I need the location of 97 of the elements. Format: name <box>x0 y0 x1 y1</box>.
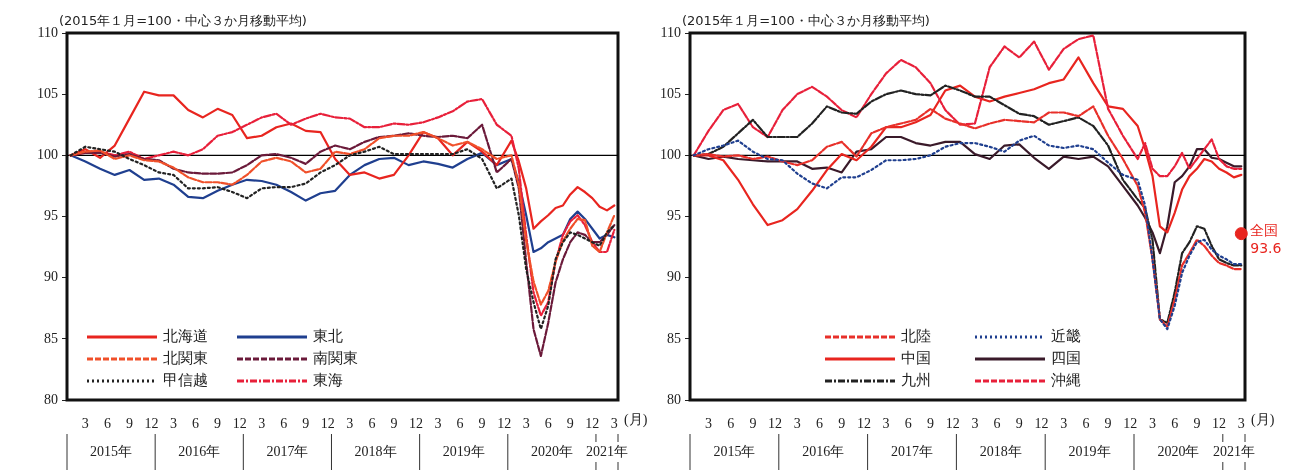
x-tick-label: 3 <box>1237 416 1245 432</box>
y-tick-label: 100 <box>660 147 681 163</box>
legend-label: 四国 <box>1051 349 1081 366</box>
x-tick-label: 3 <box>971 416 979 432</box>
x-tick-label: 3 <box>170 416 178 432</box>
text: 2021年 <box>1212 443 1255 459</box>
x-tick-label: 3 <box>522 416 530 432</box>
y-tick-label: 90 <box>667 269 681 285</box>
text: 2018年 <box>979 443 1022 459</box>
legend-label: 東海 <box>313 371 343 388</box>
y-tick-label: 100 <box>37 147 58 163</box>
x-tick-label: 12 <box>945 416 960 432</box>
text: 2019年 <box>442 443 485 459</box>
text: 2016年 <box>178 443 221 459</box>
x-tick-label: 9 <box>566 416 574 432</box>
x-tick-label: 3 <box>610 416 618 432</box>
x-tick-label: 6 <box>280 416 288 432</box>
x-tick-label: 9 <box>838 416 846 432</box>
text: 2017年 <box>891 443 933 459</box>
x-tick-label: 9 <box>302 416 310 432</box>
x-tick-label: 12 <box>144 416 159 432</box>
x-tick-label: 12 <box>856 416 871 432</box>
x-tick-label: 6 <box>1171 416 1179 432</box>
text: 2021年 <box>585 443 628 459</box>
text: 2016年 <box>802 443 845 459</box>
x-tick-label: 6 <box>904 416 912 432</box>
x-tick-label: 6 <box>456 416 464 432</box>
text: 2020年 <box>530 443 573 459</box>
y-tick-label: 85 <box>44 330 58 346</box>
text: 2019年 <box>1068 443 1111 459</box>
y-tick-label: 85 <box>667 330 681 346</box>
x-tick-label: 12 <box>1212 416 1227 432</box>
x-tick-label: 3 <box>705 416 712 432</box>
x-tick-label: 9 <box>125 416 133 432</box>
x-tick-label: 3 <box>258 416 266 432</box>
legend-label: 北陸 <box>901 327 931 344</box>
text: 2018年 <box>354 443 397 459</box>
x-tick-label: 12 <box>1123 416 1138 432</box>
x-tick-label: 12 <box>1034 416 1049 432</box>
x-tick-label: 3 <box>793 416 801 432</box>
x-tick-label: 12 <box>408 416 423 432</box>
text: (月) <box>1251 411 1275 428</box>
legend-label: 南関東 <box>313 349 358 366</box>
x-tick-label: 3 <box>434 416 442 432</box>
data-label: 93.6 <box>1250 240 1282 257</box>
x-tick-label: 3 <box>1149 416 1156 432</box>
x-tick-label: 9 <box>927 416 934 432</box>
y-tick-label: 95 <box>44 208 58 224</box>
y-tick-label: 105 <box>37 85 58 101</box>
line-series <box>692 34 1243 178</box>
x-tick-label: 12 <box>232 416 247 432</box>
y-tick-label: 95 <box>667 208 681 224</box>
y-tick-label: 110 <box>660 24 681 40</box>
x-tick-label: 12 <box>320 416 335 432</box>
legend-label: 九州 <box>901 371 931 388</box>
x-tick-label: 6 <box>192 416 200 432</box>
x-tick-label: 3 <box>346 416 354 432</box>
x-tick-label: 9 <box>1104 416 1112 432</box>
chart-subtitle: (2015年１月=100・中心３か月移動平均) <box>682 13 930 28</box>
x-tick-label: 6 <box>727 416 735 432</box>
x-tick-label: 9 <box>1193 416 1201 432</box>
x-tick-label: 9 <box>214 416 222 432</box>
x-tick-label: 6 <box>368 416 376 432</box>
x-tick-label: 12 <box>768 416 783 432</box>
legend-label: 甲信越 <box>163 371 208 388</box>
legend-label: 東北 <box>313 327 343 344</box>
y-tick-label: 90 <box>44 269 58 285</box>
x-tick-label: 9 <box>749 416 757 432</box>
x-tick-label: 6 <box>1082 416 1090 432</box>
x-tick-label: 3 <box>81 416 89 432</box>
series-label: 全国 <box>1250 222 1279 239</box>
legend-label: 北海道 <box>163 327 208 344</box>
x-tick-label: 6 <box>993 416 1001 432</box>
text: (月) <box>624 411 648 428</box>
y-tick-label: 80 <box>667 391 681 407</box>
y-tick-label: 80 <box>44 391 58 407</box>
x-tick-label: 3 <box>882 416 890 432</box>
x-tick-label: 6 <box>816 416 823 432</box>
chart-subtitle: (2015年１月=100・中心３か月移動平均) <box>59 13 307 28</box>
legend-label: 中国 <box>901 349 931 366</box>
y-tick-label: 110 <box>37 24 58 40</box>
x-tick-label: 9 <box>390 416 398 432</box>
text: 2017年 <box>266 443 309 459</box>
y-tick-label: 105 <box>660 85 681 101</box>
text: 2020年 <box>1157 443 1200 459</box>
x-tick-label: 6 <box>103 416 111 432</box>
x-tick-label: 12 <box>497 416 512 432</box>
legend-label: 近畿 <box>1051 327 1081 344</box>
x-tick-label: 9 <box>1015 416 1023 432</box>
x-tick-label: 3 <box>1060 416 1068 432</box>
text: 2015年 <box>90 443 133 459</box>
legend-label: 北関東 <box>163 349 208 366</box>
x-tick-label: 9 <box>478 416 486 432</box>
text: 2015年 <box>713 443 756 459</box>
x-tick-label: 6 <box>544 416 552 432</box>
x-tick-label: 12 <box>585 416 600 432</box>
legend-label: 沖縄 <box>1051 371 1081 388</box>
